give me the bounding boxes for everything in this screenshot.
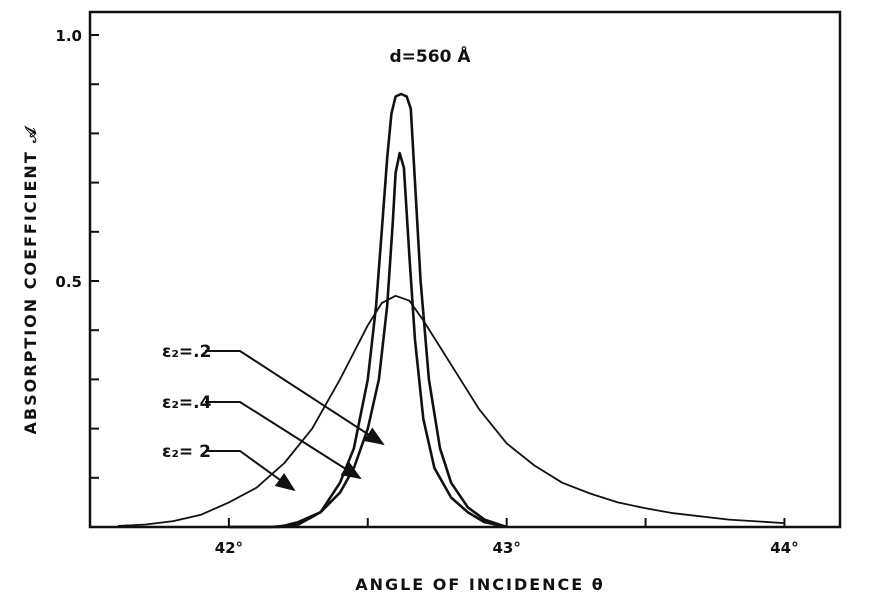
series-layer xyxy=(117,92,785,529)
annotation-arrow xyxy=(205,350,385,446)
series-line xyxy=(117,294,785,527)
series-annotation: ε₂= 2 xyxy=(162,442,211,462)
y-tick-label: 1.0 xyxy=(55,27,82,45)
annotation-arrow xyxy=(205,401,362,480)
chart-title: d=560 Å xyxy=(390,44,472,67)
annotation-layer: ε₂=.2 ε₂=.4 ε₂= 2 xyxy=(162,342,385,492)
annotation-arrow xyxy=(205,450,296,492)
series-annotation: ε₂=.2 xyxy=(162,342,211,362)
x-axis-label: ANGLE OF INCIDENCE θ xyxy=(355,575,605,594)
x-tick-label: 42° xyxy=(215,539,243,557)
x-tick-label: 44° xyxy=(770,539,798,557)
series-annotation: ε₂=.4 xyxy=(162,393,212,413)
axes: 42° 43° 44° 1.0 0.5 xyxy=(55,10,842,557)
x-tick-label: 43° xyxy=(492,539,520,557)
y-tick-label: 0.5 xyxy=(55,273,82,291)
series-line xyxy=(228,92,508,529)
y-axis-label: ABSORPTION COEFFICIENT 𝒜 xyxy=(21,125,40,435)
plot-frame xyxy=(88,10,842,529)
series-line xyxy=(228,151,507,529)
